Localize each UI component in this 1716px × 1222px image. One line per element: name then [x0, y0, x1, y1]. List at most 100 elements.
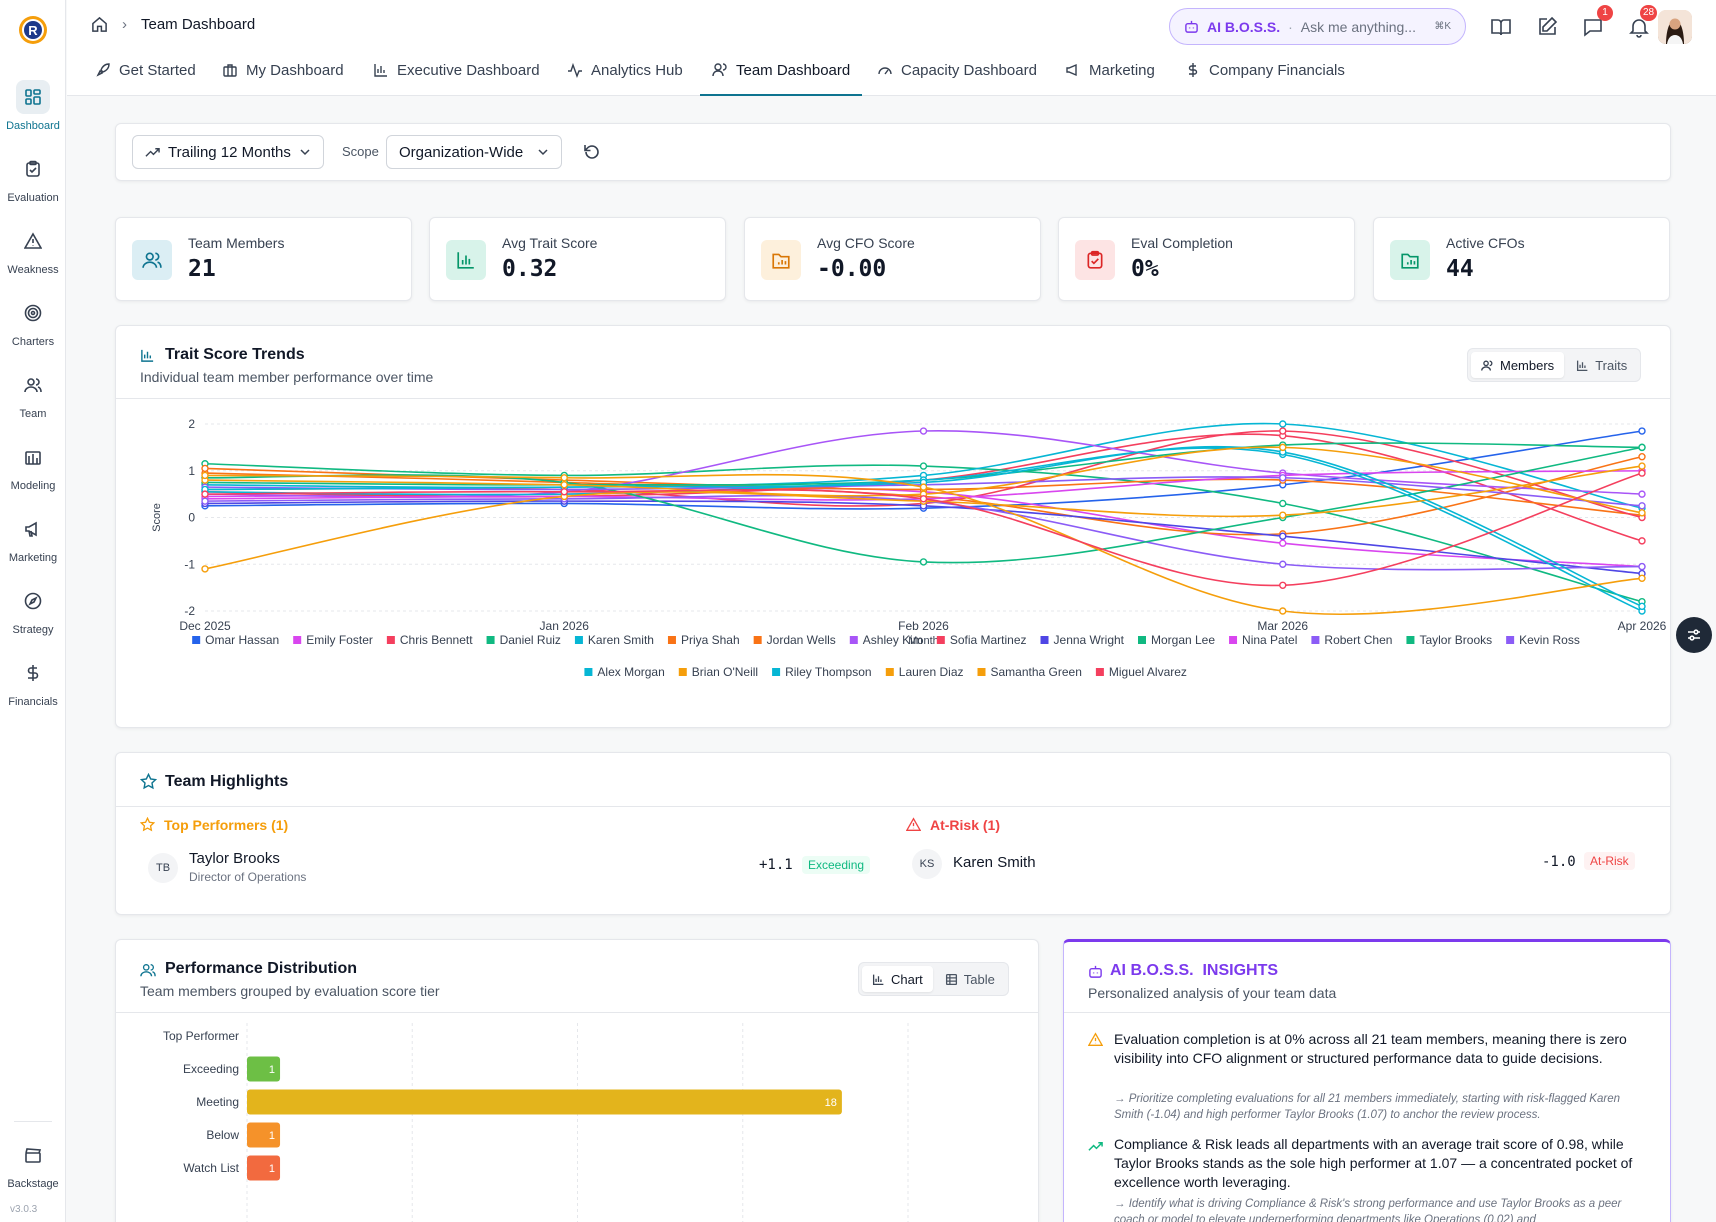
sidebar-item-label: Evaluation — [7, 192, 59, 204]
status-badge: At-Risk — [1584, 852, 1635, 870]
traits-toggle-button[interactable]: Traits — [1566, 352, 1637, 378]
warning-icon — [1088, 1032, 1103, 1046]
y-tick-label: 1 — [188, 464, 195, 478]
sidebar-item-weakness[interactable]: Weakness — [0, 224, 66, 276]
sidebar-item-evaluation[interactable]: Evaluation — [0, 152, 66, 204]
edit-icon[interactable] — [1536, 16, 1558, 38]
at-risk-name[interactable]: Karen Smith — [953, 854, 1036, 871]
performance-distribution-card: Performance Distribution Team members gr… — [115, 939, 1039, 1222]
insights-brand: AI B.O.S.S. — [1110, 962, 1194, 979]
tab-label: Team Dashboard — [736, 62, 851, 79]
performer-role: Director of Operations — [189, 870, 307, 884]
legend-label: Sofia Martinez — [950, 633, 1027, 647]
category-label: Watch List — [183, 1161, 239, 1175]
stat-label: Avg Trait Score — [502, 235, 598, 251]
sidebar-item-backstage[interactable]: Backstage — [0, 1138, 66, 1190]
legend-swatch — [678, 668, 687, 676]
tab-company-financials[interactable]: Company Financials — [1185, 62, 1345, 96]
avatar: TB — [148, 853, 178, 883]
category-label: Meeting — [196, 1095, 239, 1109]
x-tick-label: Dec 2025 — [179, 619, 231, 633]
book-icon[interactable] — [1490, 16, 1512, 38]
legend-swatch — [1095, 668, 1104, 676]
chart-toggle-button[interactable]: Chart — [862, 966, 933, 992]
bar-value-label: 1 — [269, 1064, 275, 1076]
users-icon — [132, 240, 172, 280]
data-point — [1279, 532, 1287, 540]
legend-swatch — [1406, 636, 1415, 644]
ai-search-bar[interactable]: AI B.O.S.S. · Ask me anything... ⌘K — [1169, 8, 1466, 45]
refresh-icon[interactable] — [583, 143, 601, 161]
sidebar-item-financials[interactable]: Financials — [0, 656, 66, 708]
ai-insights-card: AI B.O.S.S. INSIGHTS Personalized analys… — [1063, 939, 1671, 1222]
stat-value: 21 — [188, 256, 216, 282]
sidebar-item-marketing[interactable]: Marketing — [0, 512, 66, 564]
bar — [247, 1155, 281, 1181]
stat-label: Eval Completion — [1131, 235, 1233, 251]
legend-swatch — [574, 636, 583, 644]
distribution-subtitle: Team members grouped by evaluation score… — [140, 983, 440, 999]
data-point — [1638, 443, 1646, 452]
legend-label: Kevin Ross — [1519, 633, 1580, 647]
sidebar-item-label: Financials — [8, 696, 58, 708]
data-point — [1638, 509, 1646, 517]
tab-marketing[interactable]: Marketing — [1065, 62, 1155, 96]
clipboard-check-icon — [1075, 240, 1115, 280]
trends-title: Trait Score Trends — [165, 346, 305, 363]
data-point — [1279, 427, 1287, 435]
tab-analytics-hub[interactable]: Analytics Hub — [567, 62, 683, 96]
sidebar-item-dashboard[interactable]: Dashboard — [0, 80, 66, 132]
sidebar-item-charters[interactable]: Charters — [0, 296, 66, 348]
sidebar-item-strategy[interactable]: Strategy — [0, 584, 66, 636]
x-tick-label: Apr 2026 — [1618, 619, 1667, 633]
app-logo[interactable]: R — [17, 14, 49, 46]
stat-value: 0% — [1131, 256, 1159, 282]
stat-card-avg-cfo-score: Avg CFO Score -0.00 — [744, 217, 1041, 301]
card-divider — [116, 1012, 1038, 1013]
legend-swatch — [667, 636, 676, 644]
bar-chart-icon — [872, 974, 884, 985]
x-tick-label: Mar 2026 — [1257, 619, 1308, 633]
tab-my-dashboard[interactable]: My Dashboard — [222, 62, 344, 96]
users-icon — [16, 368, 50, 402]
members-toggle-button[interactable]: Members — [1471, 352, 1565, 378]
tab-team-dashboard[interactable]: Team Dashboard — [700, 62, 863, 96]
sidebar-item-team[interactable]: Team — [0, 368, 66, 420]
floating-tools-button[interactable] — [1676, 617, 1712, 653]
sidebar-item-modeling[interactable]: Modeling — [0, 440, 66, 492]
legend-swatch — [977, 668, 986, 676]
user-avatar[interactable] — [1658, 10, 1692, 44]
chat-icon[interactable] — [1582, 16, 1604, 38]
scope-select[interactable]: Organization-Wide — [386, 135, 562, 169]
legend-label: Samantha Green — [990, 665, 1081, 679]
toggle-label: Traits — [1595, 357, 1628, 373]
card-divider — [1064, 1012, 1670, 1013]
home-icon[interactable] — [91, 16, 108, 33]
filter-bar: Trailing 12 Months Scope Organization-Wi… — [115, 123, 1671, 181]
data-point — [1638, 453, 1646, 461]
period-select[interactable]: Trailing 12 Months — [132, 135, 324, 169]
tab-executive-dashboard[interactable]: Executive Dashboard — [373, 62, 540, 96]
data-point — [919, 558, 928, 566]
legend-swatch — [1506, 636, 1515, 644]
performer-name[interactable]: Taylor Brooks — [189, 850, 280, 867]
clapperboard-icon — [16, 1138, 50, 1172]
table-toggle-button[interactable]: Table — [935, 966, 1005, 992]
insight-text: Evaluation completion is at 0% across al… — [1114, 1031, 1627, 1066]
data-point — [1279, 607, 1287, 615]
tab-get-started[interactable]: Get Started — [95, 62, 196, 96]
bar-chart-icon — [446, 240, 486, 280]
card-divider — [116, 398, 1670, 399]
tab-capacity-dashboard[interactable]: Capacity Dashboard — [877, 62, 1037, 96]
legend-swatch — [1229, 636, 1238, 644]
trend-up-icon — [145, 147, 160, 157]
toggle-label: Chart — [891, 971, 923, 987]
data-point — [1638, 602, 1646, 611]
data-point — [560, 488, 568, 496]
team-highlights-card: Team Highlights Top Performers (1) TB Ta… — [115, 752, 1671, 915]
insights-title: AI B.O.S.S. INSIGHTS — [1110, 962, 1278, 980]
legend-label: Alex Morgan — [597, 665, 664, 679]
star-icon — [140, 817, 155, 832]
bell-icon[interactable] — [1628, 16, 1650, 38]
